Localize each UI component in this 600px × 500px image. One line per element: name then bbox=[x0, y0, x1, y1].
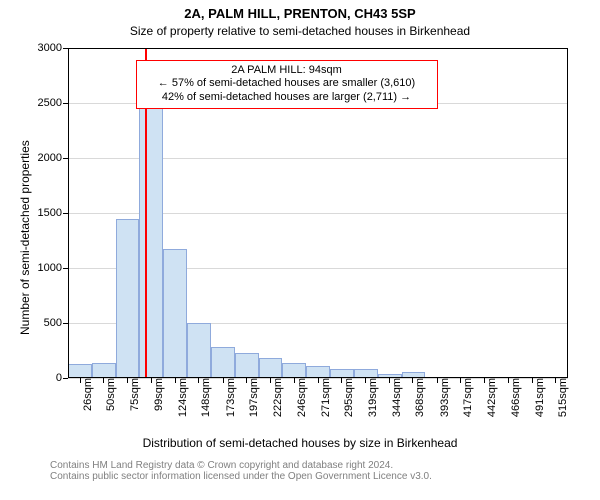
histogram-bar bbox=[163, 249, 187, 378]
x-tick-label: 75sqm bbox=[127, 378, 141, 411]
attribution-line2: Contains public sector information licen… bbox=[50, 471, 432, 482]
x-tick-label: 99sqm bbox=[151, 378, 165, 411]
axis-left bbox=[68, 48, 69, 378]
y-tick-label: 3000 bbox=[38, 42, 68, 54]
histogram-bar bbox=[259, 358, 283, 378]
annotation-box: 2A PALM HILL: 94sqm← 57% of semi-detache… bbox=[136, 60, 438, 109]
plot-area: 05001000150020002500300026sqm50sqm75sqm9… bbox=[68, 48, 568, 378]
x-tick-label: 295sqm bbox=[341, 378, 355, 417]
y-tick-label: 2500 bbox=[38, 97, 68, 109]
histogram-bar bbox=[187, 323, 211, 378]
histogram-bar bbox=[211, 347, 235, 378]
attribution-text: Contains HM Land Registry data © Crown c… bbox=[50, 460, 432, 482]
x-tick-label: 319sqm bbox=[365, 378, 379, 417]
x-tick-label: 442sqm bbox=[484, 378, 498, 417]
y-tick-label: 500 bbox=[44, 317, 68, 329]
x-tick-label: 491sqm bbox=[532, 378, 546, 417]
histogram-bar bbox=[92, 363, 116, 378]
y-tick-label: 1500 bbox=[38, 207, 68, 219]
x-tick-label: 515sqm bbox=[555, 378, 569, 417]
x-tick-label: 417sqm bbox=[460, 378, 474, 417]
x-tick-label: 246sqm bbox=[294, 378, 308, 417]
axis-bottom bbox=[68, 377, 568, 378]
y-tick-label: 0 bbox=[56, 372, 68, 384]
histogram-bar bbox=[68, 364, 92, 378]
chart-title-line2: Size of property relative to semi-detach… bbox=[0, 24, 600, 38]
chart-title-line1: 2A, PALM HILL, PRENTON, CH43 5SP bbox=[0, 6, 600, 21]
x-tick-label: 271sqm bbox=[318, 378, 332, 417]
x-tick-label: 26sqm bbox=[80, 378, 94, 411]
attribution-line1: Contains HM Land Registry data © Crown c… bbox=[50, 460, 432, 471]
histogram-bar bbox=[116, 219, 140, 379]
x-tick-label: 344sqm bbox=[389, 378, 403, 417]
x-tick-label: 173sqm bbox=[223, 378, 237, 417]
property-size-chart: 2A, PALM HILL, PRENTON, CH43 5SP Size of… bbox=[0, 0, 600, 500]
x-tick-label: 148sqm bbox=[198, 378, 212, 417]
histogram-bar bbox=[235, 353, 259, 378]
x-tick-label: 124sqm bbox=[175, 378, 189, 417]
axis-right bbox=[567, 48, 568, 378]
x-tick-label: 222sqm bbox=[270, 378, 284, 417]
y-axis-label: Number of semi-detached properties bbox=[18, 140, 32, 335]
histogram-bar bbox=[282, 363, 306, 378]
y-tick-label: 2000 bbox=[38, 152, 68, 164]
x-tick-label: 197sqm bbox=[246, 378, 260, 417]
histogram-bar bbox=[139, 105, 163, 378]
x-tick-label: 50sqm bbox=[103, 378, 117, 411]
annotation-line: 42% of semi-detached houses are larger (… bbox=[143, 91, 431, 105]
y-tick-label: 1000 bbox=[38, 262, 68, 274]
annotation-line: ← 57% of semi-detached houses are smalle… bbox=[143, 77, 431, 91]
axis-top bbox=[68, 48, 568, 49]
annotation-line: 2A PALM HILL: 94sqm bbox=[143, 64, 431, 78]
x-axis-label: Distribution of semi-detached houses by … bbox=[0, 436, 600, 450]
x-tick-label: 466sqm bbox=[508, 378, 522, 417]
x-tick-label: 368sqm bbox=[412, 378, 426, 417]
x-tick-label: 393sqm bbox=[437, 378, 451, 417]
